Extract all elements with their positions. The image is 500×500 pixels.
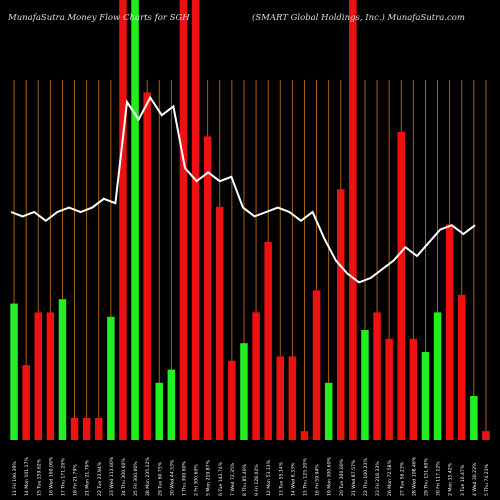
x-tick-label: 20 Tue 300.60%	[339, 458, 345, 496]
bar	[107, 316, 115, 440]
bar	[300, 431, 309, 440]
bar	[482, 431, 490, 440]
x-tick-label: 14 Wed 8.33%	[290, 462, 296, 496]
x-tick-label: 5 Mon 219.87%	[206, 459, 212, 496]
x-tick-label: 23 Wed 113.60%	[109, 456, 115, 496]
x-tick-label: 28 Mon 235.12%	[145, 456, 151, 496]
bar	[10, 303, 18, 440]
x-tick-label: 5 Thu 74.23%	[484, 463, 490, 496]
x-tick-label: 8 Thu 85.40%	[242, 463, 248, 496]
bar	[167, 369, 176, 440]
bar	[252, 312, 260, 440]
x-tick-label: 4 Wed 30.22%	[472, 462, 478, 496]
bar	[94, 418, 103, 440]
x-tick-label: 30 Fri 117.12%	[436, 461, 442, 496]
bar	[324, 382, 333, 440]
x-tick-label: 15 Thu 125.20%	[302, 458, 308, 496]
bar	[228, 360, 236, 440]
x-tick-label: 2 Fri 300.60%	[194, 464, 200, 496]
x-tick-label: 23 Fri 218.33%	[375, 461, 381, 496]
x-tick-label: 11 Fri 196.39%	[12, 461, 18, 496]
bar	[288, 356, 297, 440]
bar	[336, 189, 345, 440]
x-tick-label: 30 Wed 44.53%	[169, 459, 175, 496]
bar	[143, 92, 151, 441]
bar	[409, 338, 418, 440]
x-tick-label: 22 Tue 23.94%	[97, 461, 103, 496]
x-tick-label: 18 Fri 21.79%	[73, 464, 79, 496]
x-tick-label: 2 Mon 35.42%	[448, 462, 454, 496]
bar	[276, 356, 285, 440]
bar	[373, 312, 381, 440]
money-flow-line	[10, 95, 476, 284]
x-tick-label: 26 Mon 72.58%	[387, 459, 393, 496]
x-tick-label: 13 Tue 55.14%	[278, 461, 284, 496]
x-tick-label: 27 Tue 56.23%	[399, 461, 405, 496]
bar	[361, 330, 369, 440]
bar	[264, 242, 272, 440]
x-tick-label: 29 Thu 151.60%	[423, 458, 429, 496]
x-tick-label: 6 Tue 143.74%	[218, 461, 224, 496]
x-tick-label: 15 Tue 159.62%	[36, 458, 42, 496]
chart-title-right: (SMART Global Holdings, Inc.) MunafaSutr…	[252, 13, 465, 23]
bar	[457, 294, 466, 440]
bar	[215, 206, 224, 440]
x-tick-label: 21 Wed 87.57%	[351, 459, 357, 496]
x-tick-label: 12 Mon 53.13%	[266, 459, 272, 496]
bar	[46, 312, 55, 440]
x-tick-label: 14 Mon 101.17%	[24, 456, 30, 496]
bar	[191, 0, 200, 440]
bar	[312, 290, 321, 440]
bar	[470, 396, 478, 440]
x-tick-label: 25 Fri 300.60%	[133, 461, 139, 496]
x-tick-label: 1 Thu 300.60%	[181, 460, 187, 496]
x-tick-label: 29 Tue 60.75%	[157, 461, 163, 496]
bar	[385, 338, 393, 440]
x-tick-label: 19 Mon 300.60%	[327, 456, 333, 496]
bar	[397, 132, 406, 440]
x-tick-label: 3 Tue 10.47%	[460, 464, 466, 496]
x-tick-label: 17 Thu 171.20%	[60, 458, 66, 496]
bar	[240, 343, 248, 440]
bar	[179, 0, 188, 440]
bar	[131, 0, 139, 440]
bar	[82, 418, 91, 440]
x-tick-label: 21 Mon 21.79%	[85, 459, 91, 496]
x-tick-label: 9 Fri 128.02%	[254, 464, 260, 496]
bar	[155, 382, 164, 440]
bar	[58, 299, 67, 440]
chart-title-left: MunafaSutra Money Flow Charts for SGH	[8, 13, 190, 23]
x-tick-label: 28 Wed 108.46%	[411, 456, 417, 496]
x-tick-label: 16 Wed 160.09%	[48, 456, 54, 496]
bar	[22, 365, 30, 440]
bar	[433, 312, 442, 440]
bar	[349, 0, 357, 440]
bar	[203, 136, 212, 440]
bar	[421, 352, 430, 440]
bar	[445, 224, 454, 440]
x-tick-label: 22 Thu 100.23%	[363, 458, 369, 496]
x-tick-label: 24 Thu 300.60%	[121, 458, 127, 496]
bar	[34, 312, 43, 440]
bar	[70, 418, 79, 440]
x-tick-label: 7 Wed 72.35%	[230, 462, 236, 496]
bar	[119, 0, 127, 440]
x-tick-label: 16 Fri 59.94%	[315, 464, 321, 496]
